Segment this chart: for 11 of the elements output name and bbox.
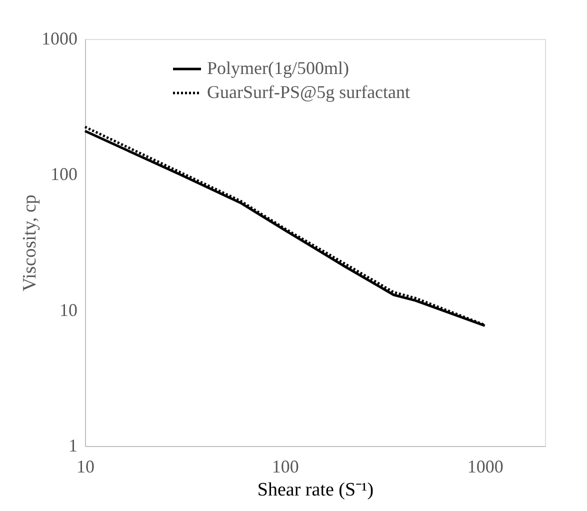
y-tick-label: 10	[60, 300, 78, 320]
y-tick-label: 100	[50, 164, 78, 184]
x-tick-label: 100	[272, 456, 299, 476]
x-tick-label: 1000	[467, 456, 504, 476]
y-tick-label: 1000	[42, 28, 78, 48]
y-tick-label: 1	[68, 436, 78, 456]
y-axis-title: Viscosity, cp	[20, 194, 40, 292]
legend-label: Polymer(1g/500ml)	[207, 58, 349, 78]
x-tick-label: 10	[76, 456, 94, 476]
x-axis-title: Shear rate (S⁻¹)	[257, 480, 374, 500]
legend-label: GuarSurf-PS@5g surfactant	[207, 82, 410, 102]
